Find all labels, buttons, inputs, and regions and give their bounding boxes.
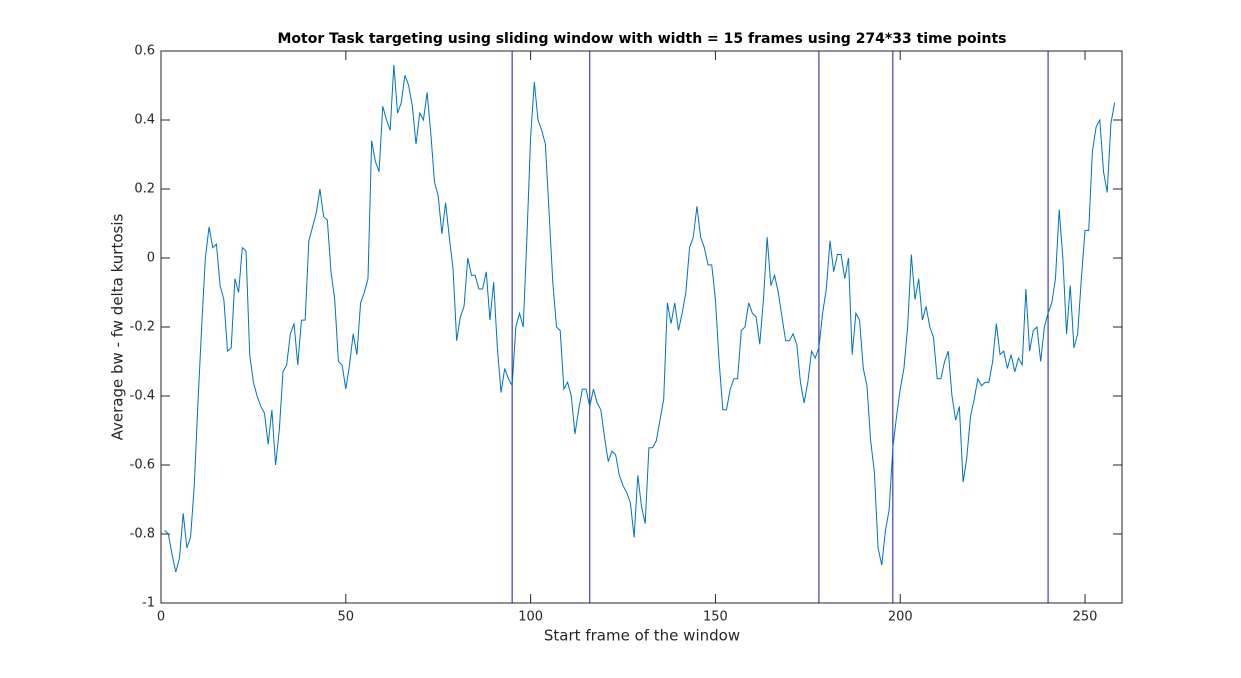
x-tick-label: 50 — [338, 610, 355, 625]
y-tick-label: 0.6 — [134, 44, 155, 59]
plot-area — [160, 50, 1123, 604]
x-tick-label: 0 — [157, 610, 165, 625]
y-tick-label: 0.2 — [134, 182, 155, 197]
chart-title: Motor Task targeting using sliding windo… — [278, 31, 1007, 47]
x-tick-label: 150 — [703, 610, 728, 625]
data-line — [164, 64, 1116, 573]
y-tick-label: -0.8 — [130, 527, 155, 542]
x-tick-label: 250 — [1073, 610, 1098, 625]
y-tick-label: -0.4 — [130, 389, 155, 404]
y-tick-label: 0 — [147, 251, 155, 266]
x-tick-label: 200 — [888, 610, 913, 625]
y-axis-label: Average bw - fw delta kurtosis — [109, 213, 127, 440]
y-tick-label: -0.6 — [130, 458, 155, 473]
y-tick-label: -0.2 — [130, 320, 155, 335]
x-tick-label: 100 — [518, 610, 543, 625]
y-tick-label: 0.4 — [134, 113, 155, 128]
y-tick-label: -1 — [142, 596, 155, 611]
x-axis-label: Start frame of the window — [544, 627, 740, 645]
